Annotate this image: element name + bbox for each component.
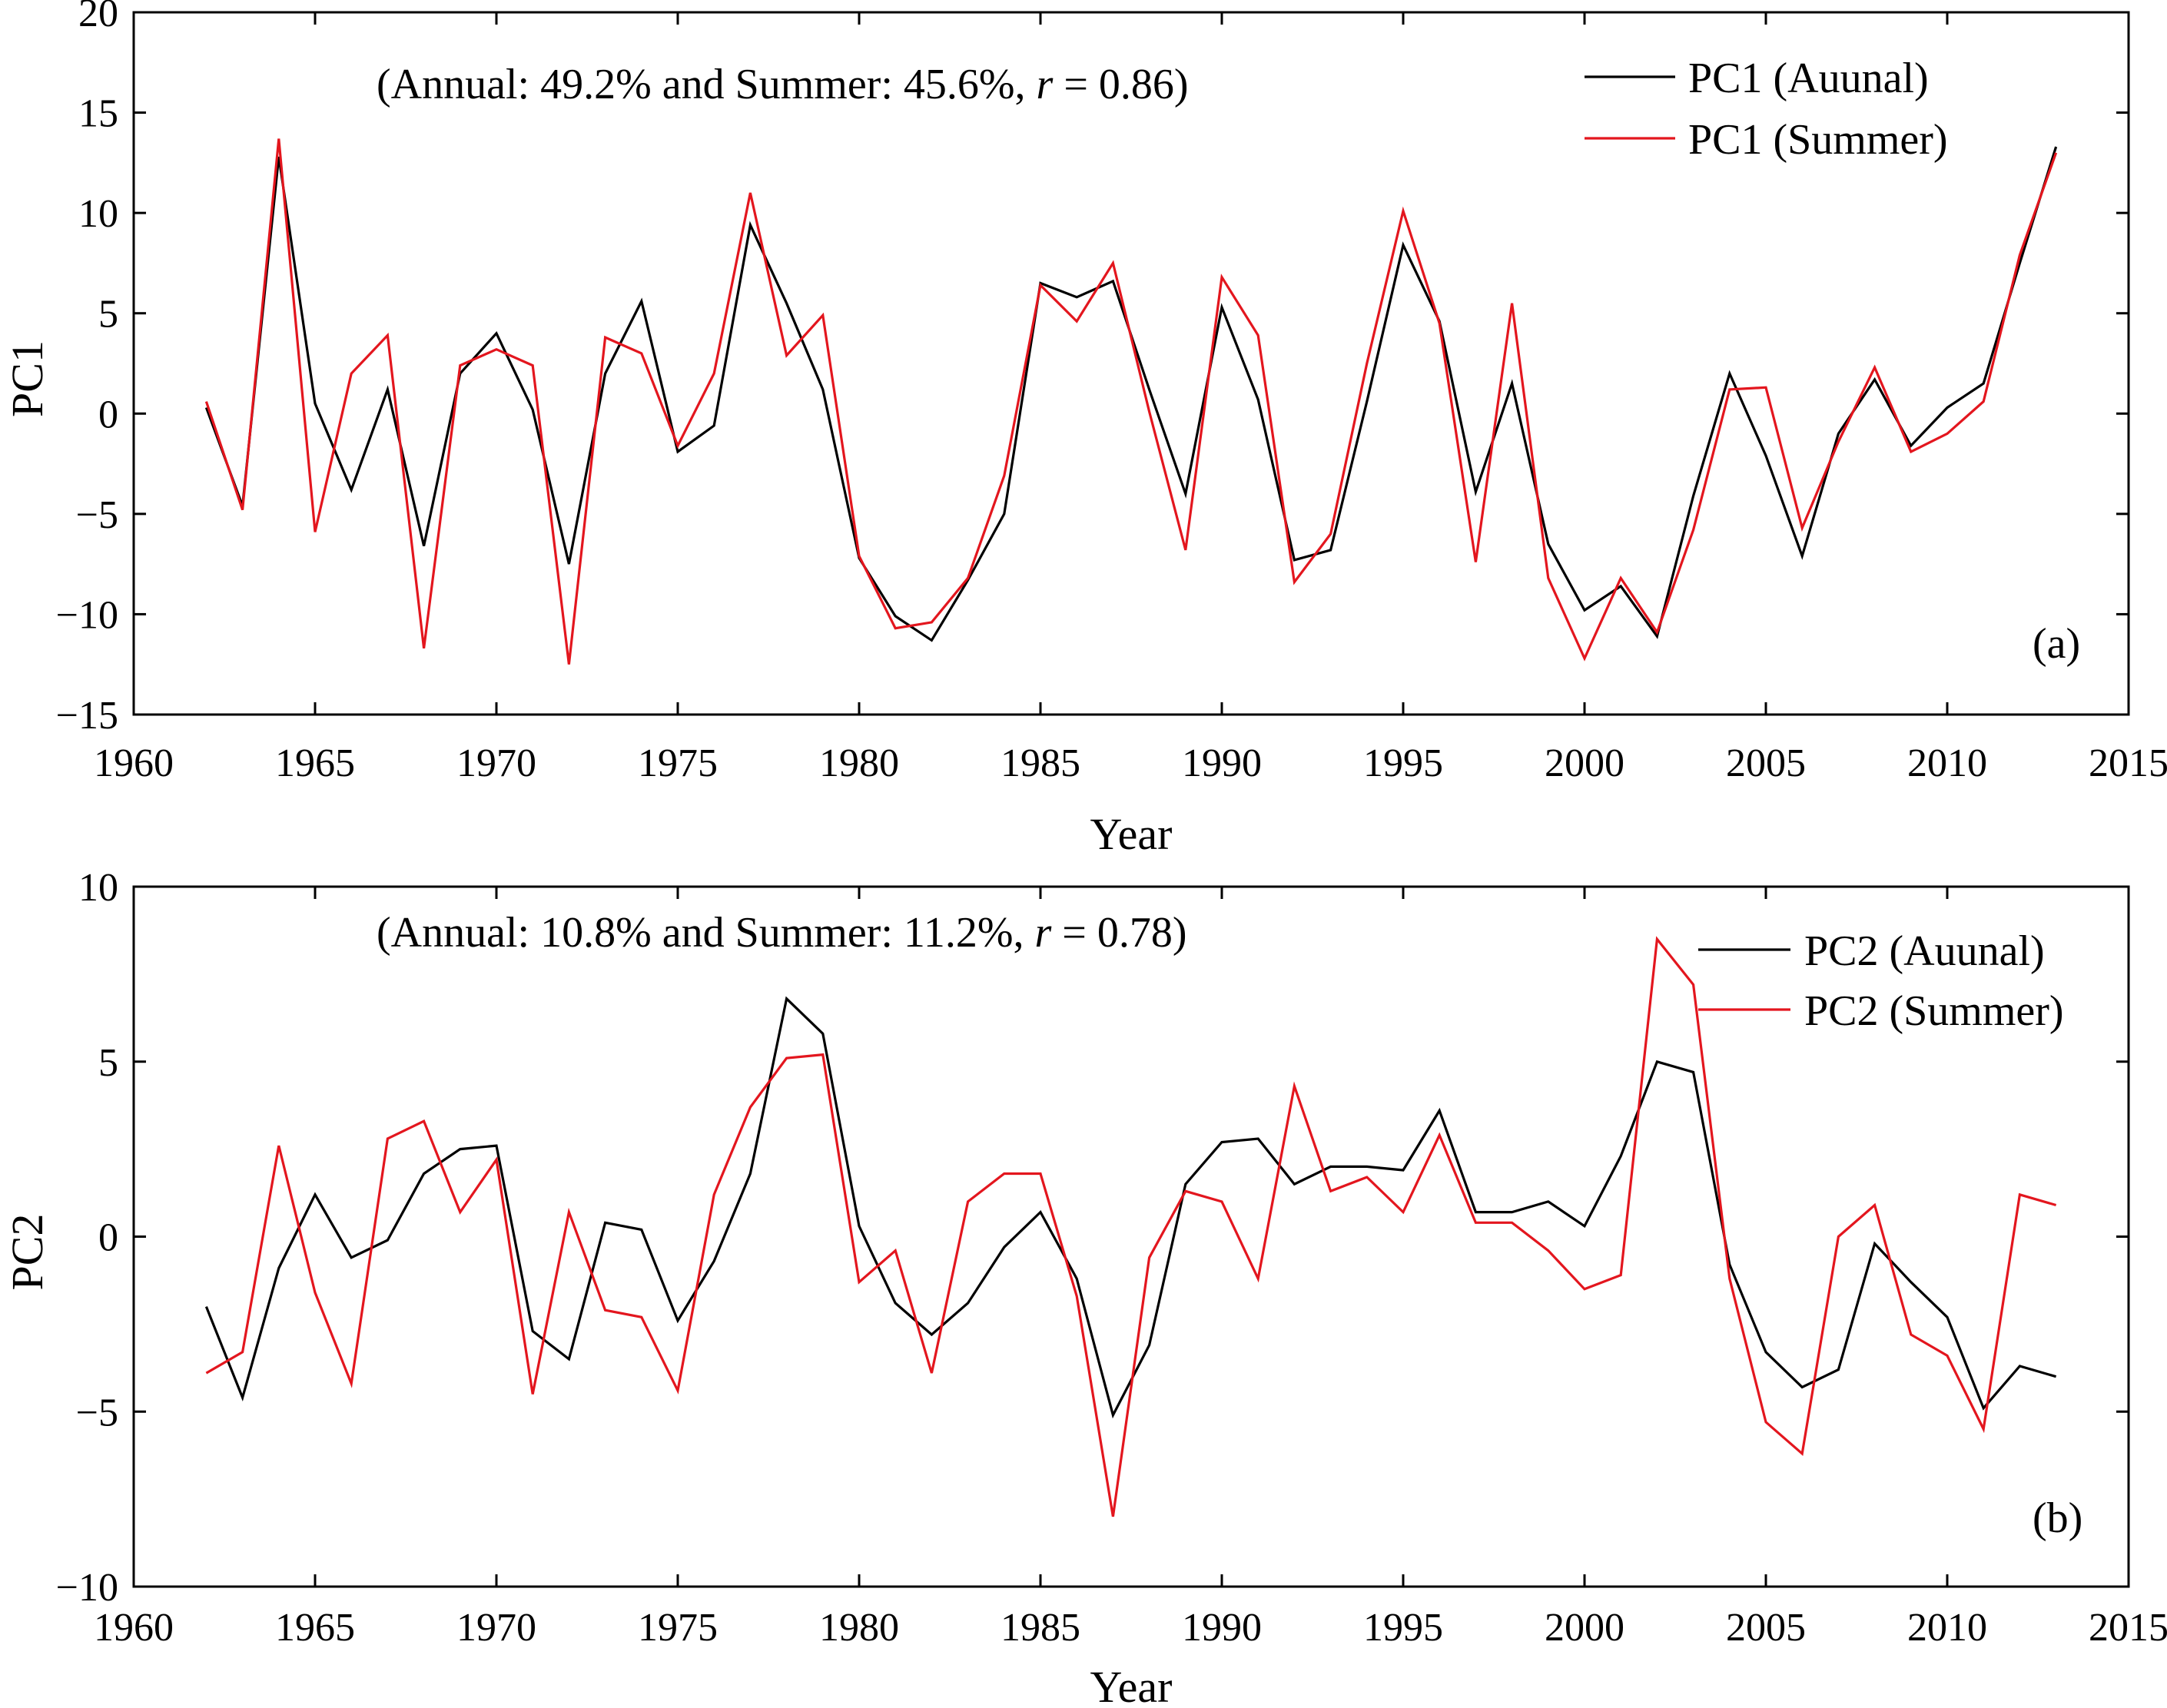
x-tick-label: 1975 — [638, 741, 718, 785]
x-tick-label: 1990 — [1182, 741, 1262, 785]
x-tick-label: 2010 — [1907, 1606, 1987, 1650]
x-tick-label: 1995 — [1363, 1606, 1443, 1650]
x-tick-label: 1990 — [1182, 1606, 1262, 1650]
y-tick-label: 15 — [78, 92, 118, 136]
y-axis-label: PC1 — [2, 340, 52, 417]
series-line-summer — [204, 138, 2058, 665]
y-tick-label: 10 — [78, 192, 118, 236]
x-tick-label: 1975 — [638, 1606, 718, 1650]
legend-label: PC2 (Auunal) — [1804, 927, 2045, 975]
legend-label: PC1 (Auunal) — [1688, 55, 1929, 102]
x-axis-label: Year — [1090, 1662, 1173, 1708]
x-tick-label: 1985 — [1001, 1606, 1080, 1650]
series-line-annual — [204, 996, 2057, 1419]
panel-b-pc2-chart: 1960 1965 1970 1975 1980 1985 1990 1995 2000 2005… — [2, 866, 2167, 1708]
x-tick-label: 2010 — [1907, 741, 1987, 785]
x-tick-label: 1965 — [275, 1606, 355, 1650]
y-tick-label: 0 — [98, 1216, 118, 1260]
variance-annotation: (Annual: 49.2% and Summer: 45.6%, r = 0.… — [377, 61, 1189, 108]
x-tick-label: 1970 — [456, 741, 536, 785]
legend-label: PC1 (Summer) — [1688, 116, 1948, 164]
x-tick-label: 1960 — [94, 741, 174, 785]
panel-a-pc1-chart: 1960 1965 1970 1975 1980 1985 1990 1995 2000 2005… — [2, 0, 2167, 859]
plot-frame — [132, 11, 2130, 716]
panel-tag: (b) — [2033, 1494, 2082, 1542]
y-tick-label: 10 — [78, 866, 118, 910]
y-tick-label: 20 — [78, 0, 118, 35]
y-tick-label: −10 — [56, 1566, 118, 1610]
x-tick-label: 1960 — [94, 1606, 174, 1650]
y-tick-label: −5 — [76, 1391, 118, 1434]
y-tick-label: −5 — [76, 493, 118, 537]
x-tick-label: 1980 — [819, 741, 899, 785]
y-tick-label: 5 — [98, 293, 118, 337]
x-tick-label: 2005 — [1726, 1606, 1806, 1650]
x-tick-label: 2015 — [2089, 741, 2167, 785]
y-tick-label: −15 — [56, 694, 118, 738]
y-tick-label: 5 — [98, 1041, 118, 1085]
variance-annotation: (Annual: 10.8% and Summer: 11.2%, r = 0.… — [377, 909, 1187, 957]
x-tick-label: 2000 — [1545, 1606, 1624, 1650]
x-tick-label: 1985 — [1001, 741, 1080, 785]
y-tick-label: 0 — [98, 393, 118, 436]
x-tick-label: 1980 — [819, 1606, 899, 1650]
x-tick-label: 2000 — [1545, 741, 1624, 785]
y-axis-label: PC2 — [2, 1214, 52, 1291]
series-line-summer — [205, 936, 2057, 1517]
legend-label: PC2 (Summer) — [1804, 987, 2064, 1035]
x-axis-label: Year — [1090, 809, 1173, 859]
x-tick-label: 1970 — [456, 1606, 536, 1650]
x-tick-label: 2005 — [1726, 741, 1806, 785]
x-tick-label: 1995 — [1363, 741, 1443, 785]
series-line-annual — [204, 146, 2058, 642]
x-tick-label: 1965 — [275, 741, 355, 785]
y-tick-label: −10 — [56, 593, 118, 637]
x-tick-label: 2015 — [2089, 1606, 2167, 1650]
panel-tag: (a) — [2033, 620, 2080, 668]
